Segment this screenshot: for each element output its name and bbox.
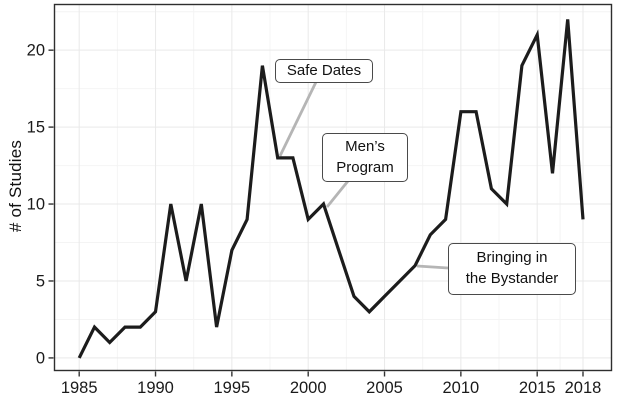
x-tick-label: 1995 (213, 379, 250, 397)
y-tick-label: 0 (36, 349, 45, 367)
annotation-leader-line (416, 264, 449, 270)
x-tick-label: 2010 (442, 379, 479, 397)
annotation-mens-program-line2: Program (336, 158, 394, 176)
annotation-bringing-in-the-bystander: Bringing in the Bystander (448, 243, 576, 295)
annotation-mens-program: Men’s Program (322, 133, 408, 182)
annotation-leader-line (325, 180, 350, 208)
annotation-bystander-line2: the Bystander (465, 270, 559, 287)
annotation-bystander-line1: Bringing in (476, 249, 548, 267)
x-tick-label: 2005 (366, 379, 403, 397)
y-tick-label: 5 (36, 272, 45, 290)
x-tick-label: 2018 (565, 379, 602, 397)
annotation-safe-dates: Safe Dates (275, 59, 373, 83)
plot-panel-border (53, 3, 613, 372)
y-tick-label: 20 (27, 42, 45, 60)
y-axis-title: # of Studies (6, 139, 25, 233)
annotation-safe-dates-line: Safe Dates (286, 61, 362, 79)
data-line-studies (77, 19, 585, 359)
y-tick-label: 10 (27, 196, 45, 214)
x-tick-label: 1990 (137, 379, 174, 397)
x-tick-label: 1985 (61, 379, 98, 397)
annotation-mens-program-line1: Men’s (345, 137, 385, 155)
annotation-leader-line (278, 81, 318, 157)
x-tick-label: 2015 (519, 379, 556, 397)
x-tick-label: 2000 (290, 379, 327, 397)
y-tick-label: 15 (27, 119, 45, 137)
